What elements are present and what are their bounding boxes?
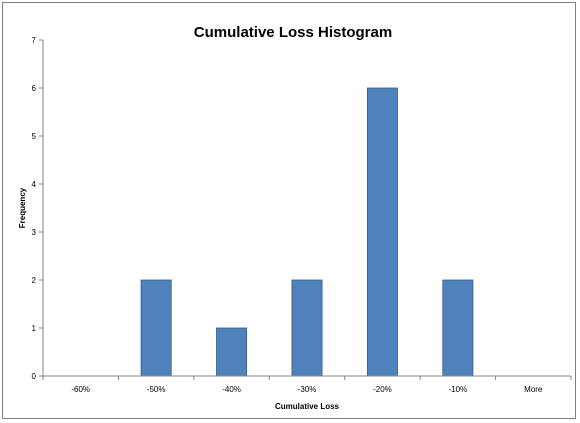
y-axis-label: Frequency — [18, 187, 27, 228]
x-tick-label: More — [524, 385, 543, 394]
y-tick-label: 1 — [32, 324, 37, 333]
y-tick-label: 5 — [32, 132, 37, 141]
histogram-chart: Cumulative Loss Histogram Cumulative Los… — [18, 24, 572, 411]
y-tick-label: 4 — [32, 180, 37, 189]
bar--50% — [140, 279, 172, 377]
plot-area: 0 1 2 3 4 5 6 7 -60% -50% -40% -30% -20% -10% More — [32, 36, 572, 394]
bar--20% — [366, 87, 398, 377]
bar--30% — [291, 279, 323, 377]
bar--10% — [442, 279, 474, 377]
y-tick-label: 6 — [32, 84, 37, 93]
y-tick-label: 0 — [32, 372, 37, 381]
y-tick-label: 7 — [32, 36, 37, 45]
x-tick-label: -60% — [71, 385, 90, 394]
chart-frame: Cumulative Loss Histogram Cumulative Los… — [2, 2, 576, 419]
x-tick-label: -40% — [222, 385, 241, 394]
x-tick-label: -20% — [373, 385, 392, 394]
y-tick-label: 2 — [32, 276, 37, 285]
y-tick-label: 3 — [32, 228, 37, 237]
x-tick-label: -30% — [298, 385, 317, 394]
x-tick-label: -10% — [449, 385, 468, 394]
x-tick-label: -50% — [147, 385, 166, 394]
chart-title: Cumulative Loss Histogram — [194, 24, 392, 41]
x-axis-label: Cumulative Loss — [275, 402, 340, 411]
bar--40% — [216, 327, 248, 377]
